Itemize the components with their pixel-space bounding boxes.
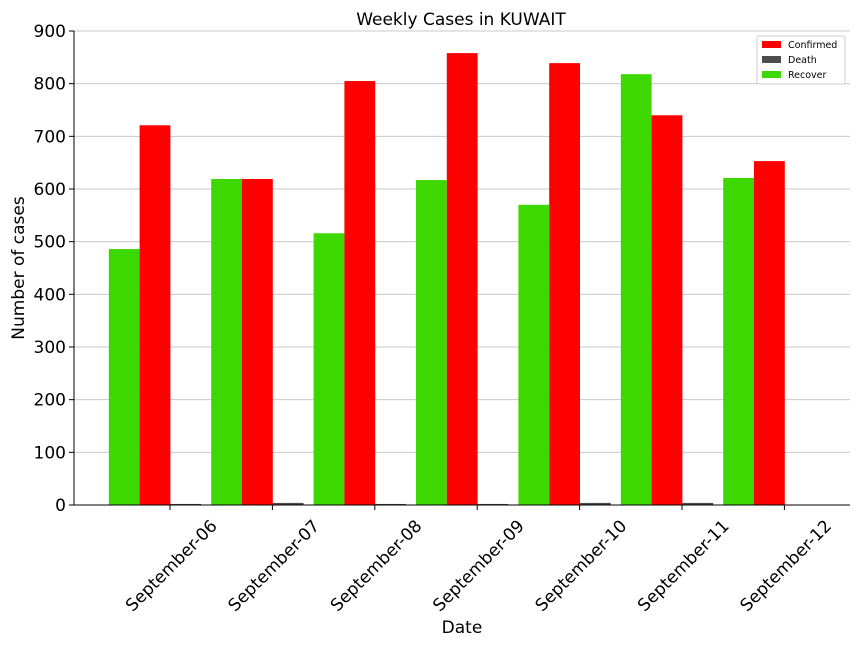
y-tick-label: 200 <box>34 391 66 411</box>
y-tick-label: 300 <box>34 338 66 358</box>
bar-recover-september-09 <box>416 180 447 505</box>
bar-recover-september-08 <box>313 233 345 506</box>
legend-swatch-death <box>762 56 781 63</box>
bar-confirmed-september-08 <box>344 81 376 506</box>
bar-recover-september-07 <box>211 178 242 505</box>
x-tick-label: September-07 <box>224 516 323 615</box>
legend-swatch-confirmed <box>762 41 781 48</box>
bar-death-september-08 <box>375 503 406 505</box>
bar-recover-september-06 <box>108 249 140 505</box>
y-tick-label: 0 <box>55 496 66 516</box>
x-tick-label: September-09 <box>429 516 528 615</box>
bar-death-september-07 <box>272 502 304 505</box>
bar-confirmed-september-11 <box>651 115 683 506</box>
y-tick-label: 600 <box>34 180 66 200</box>
bar-recover-september-10 <box>518 204 550 506</box>
x-tick-labels: September-06 September-07 September-08 Sept… <box>122 516 836 615</box>
x-tick-label: September-12 <box>736 516 835 615</box>
x-tick-label: September-06 <box>122 516 221 615</box>
x-tick-label: September-08 <box>327 516 426 615</box>
bar-group <box>108 53 785 506</box>
x-tick-label: September-10 <box>532 516 631 615</box>
bar-confirmed-september-07 <box>242 178 273 505</box>
x-axis-label: Date <box>442 618 483 638</box>
bar-recover-september-12 <box>723 177 754 505</box>
axes <box>69 30 850 510</box>
y-tick-label: 500 <box>34 233 66 253</box>
y-axis-label: Number of cases <box>9 196 29 340</box>
bar-recover-september-11 <box>620 74 652 505</box>
bar-death-september-11 <box>682 502 714 505</box>
legend-label-recover: Recover <box>788 70 827 81</box>
x-tick-label: September-11 <box>634 516 733 615</box>
bar-confirmed-september-12 <box>754 161 785 505</box>
legend: Confirmed Death Recover <box>756 35 846 85</box>
legend-label-death: Death <box>788 55 817 66</box>
bar-death-september-10 <box>580 502 611 505</box>
y-tick-label: 100 <box>34 443 66 463</box>
legend-label-confirmed: Confirmed <box>788 40 837 51</box>
chart-title: Weekly Cases in KUWAIT <box>356 10 566 30</box>
y-tick-label: 900 <box>34 22 66 42</box>
y-tick-label: 700 <box>34 127 66 147</box>
y-tick-label: 800 <box>34 75 66 95</box>
legend-swatch-recover <box>762 71 781 78</box>
bar-confirmed-september-06 <box>139 125 171 506</box>
bar-confirmed-september-10 <box>549 63 580 505</box>
bar-death-september-06 <box>170 503 202 505</box>
bar-death-september-09 <box>477 503 509 505</box>
y-tick-label: 400 <box>34 285 66 305</box>
bar-confirmed-september-09 <box>446 53 478 506</box>
y-tick-labels: 0 100 200 300 400 500 600 700 800 900 <box>34 22 66 516</box>
